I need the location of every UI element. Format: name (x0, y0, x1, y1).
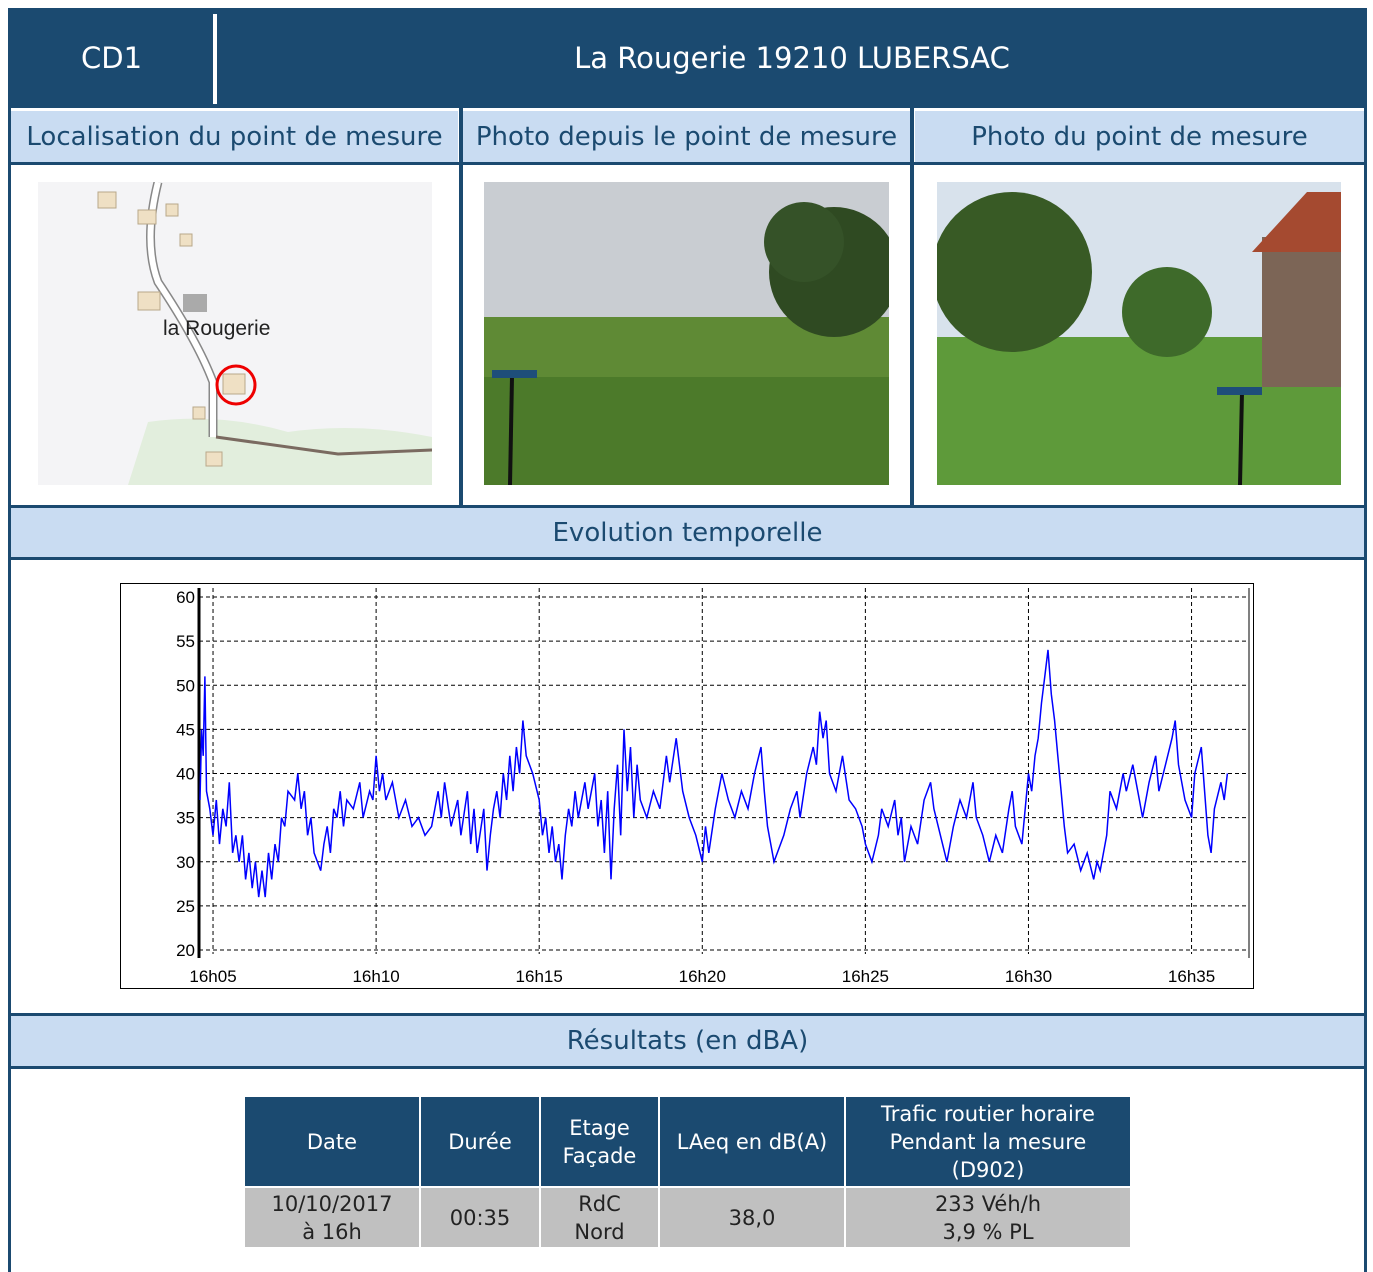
results-table: Date Durée Etage Façade LAeq en dB(A) Trafic… (245, 1097, 1130, 1247)
y-tick-label: 25 (176, 897, 195, 916)
table-header: Date (245, 1097, 419, 1186)
x-tick-label: 16h15 (516, 967, 563, 986)
x-tick-label: 16h30 (1005, 967, 1052, 986)
y-tick-label: 55 (176, 632, 195, 651)
y-tick-label: 30 (176, 853, 195, 872)
rule (910, 108, 914, 508)
photo (484, 182, 889, 485)
map-label: la Rougerie (163, 317, 270, 340)
table-header: Etage Façade (541, 1097, 658, 1186)
table-cell: 38,0 (660, 1188, 844, 1247)
table-header: LAeq en dB(A) (660, 1097, 844, 1186)
table-cell: 10/10/2017 à 16h (245, 1188, 419, 1247)
table-cell: 00:35 (421, 1188, 539, 1247)
rule (8, 1066, 1367, 1069)
table-cell: 233 Véh/h 3,9 % PL (846, 1188, 1130, 1247)
y-tick-label: 20 (176, 941, 195, 960)
rule (8, 505, 1367, 508)
title: La Rougerie 19210 LUBERSAC (574, 41, 1010, 75)
chart: 20 25 30 35 40 45 50 55 60 16h05 16h10 16h15 16h20 16… (120, 583, 1254, 989)
y-tick-label: 40 (176, 765, 195, 784)
rule (8, 557, 1367, 560)
panel-title: Photo depuis le point de mesure (463, 111, 910, 162)
y-tick-label: 60 (176, 588, 195, 607)
photo (937, 182, 1341, 485)
code: CD1 (80, 41, 143, 75)
divider (213, 14, 217, 104)
header-bar (8, 8, 1367, 108)
panel-title: Localisation du point de mesure (11, 111, 458, 162)
x-tick-label: 16h25 (842, 967, 889, 986)
rule (459, 108, 463, 508)
rule (8, 1013, 1367, 1016)
section-title: Evolution temporelle (11, 508, 1364, 557)
map: la Rougerie (38, 182, 432, 485)
x-tick-label: 16h35 (1168, 967, 1215, 986)
rule (8, 162, 1367, 165)
table-header: Durée (421, 1097, 539, 1186)
y-tick-label: 50 (176, 676, 195, 695)
x-tick-label: 16h10 (352, 967, 399, 986)
table-header: Trafic routier horaire Pendant la mesure… (846, 1097, 1130, 1186)
section-title: Résultats (en dBA) (11, 1016, 1364, 1066)
panel-title: Photo du point de mesure (915, 111, 1364, 162)
y-tick-label: 45 (176, 720, 195, 739)
x-tick-label: 16h05 (189, 967, 236, 986)
x-tick-label: 16h20 (679, 967, 726, 986)
table-cell: RdC Nord (541, 1188, 658, 1247)
y-tick-label: 35 (176, 809, 195, 828)
data-line (199, 649, 1229, 898)
